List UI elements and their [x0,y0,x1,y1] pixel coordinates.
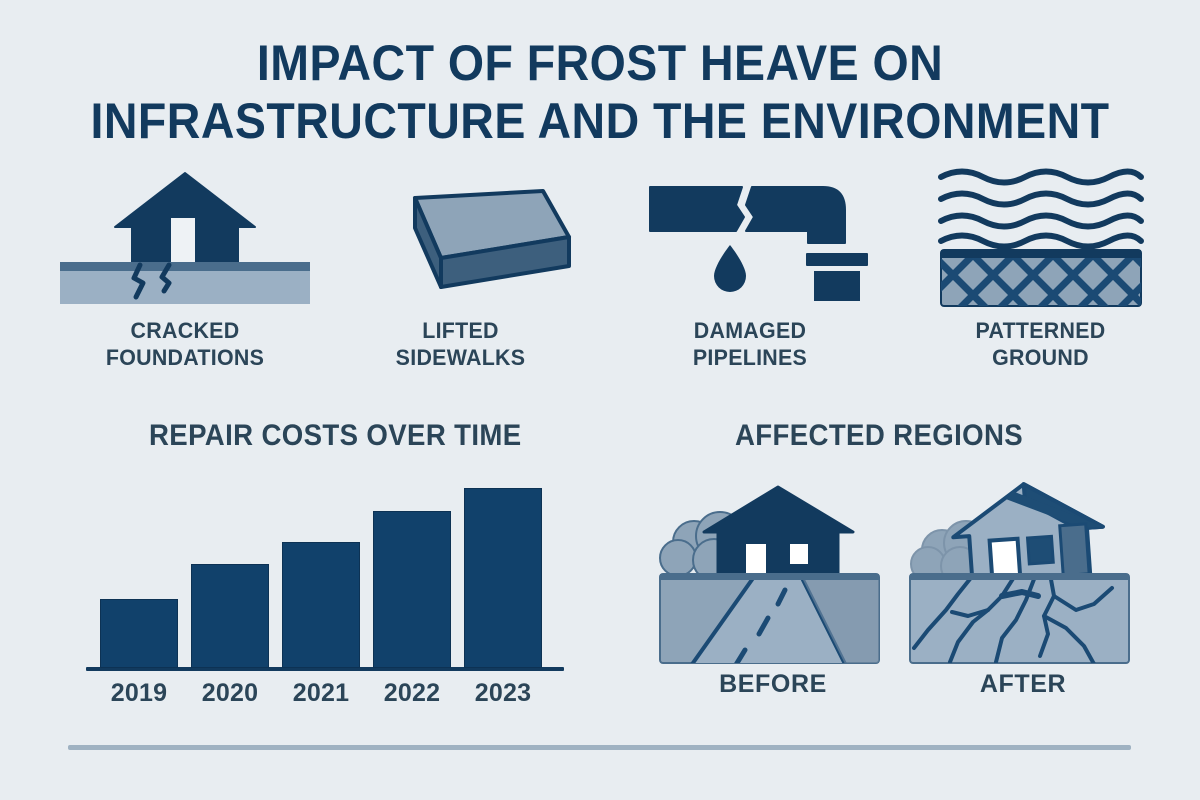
region-label-before: BEFORE [719,670,827,698]
region-cell-after: AFTER [898,470,1148,715]
icon-label-line-2: SIDEWALKS [395,345,526,370]
page-title-line-2: INFRASTRUCTURE AND THE ENVIRONMENT [90,93,1110,149]
icon-cell-cracked-foundations: CRACKED FOUNDATIONS [50,165,320,390]
bar-label-2019: 2019 [110,679,168,707]
bar-2019 [100,599,178,668]
bar-2020 [191,564,269,668]
icon-label-line-2: GROUND [992,345,1089,370]
bar-label-2022: 2022 [383,679,441,707]
icon-label-line-1: CRACKED [130,318,240,343]
page-title-line-1: IMPACT OF FROST HEAVE ON [256,35,944,91]
bar-label-2021: 2021 [292,679,350,707]
section-heading-repair-costs: REPAIR COSTS OVER TIME [149,419,522,452]
section-heading-affected-regions: AFFECTED REGIONS [735,419,1024,452]
icon-cell-damaged-pipelines: DAMAGED PIPELINES [610,165,890,390]
icon-label-line-2: FOUNDATIONS [105,345,265,370]
icon-label-line-1: LIFTED [422,318,499,343]
patterned-ground-lattice-icon [903,165,1178,310]
footer-divider [68,745,1131,750]
icon-label-line-1: DAMAGED [693,318,807,343]
icon-cell-patterned-ground: PATTERNED GROUND [903,165,1178,390]
icon-label-cracked-foundations: CRACKED FOUNDATIONS [57,317,314,371]
icon-label-lifted-sidewalks: LIFTED SIDEWALKS [339,317,581,371]
bar-2021 [282,542,360,668]
region-cell-before: BEFORE [648,470,898,715]
icon-label-damaged-pipelines: DAMAGED PIPELINES [617,317,883,371]
icon-label-patterned-ground: PATTERNED GROUND [910,317,1171,371]
intact-house-smooth-road-icon [648,470,898,670]
region-label-after: AFTER [979,670,1067,698]
bar-label-2023: 2023 [474,679,532,707]
cracked-foundation-house-icon [50,165,320,310]
icon-cell-lifted-sidewalks: LIFTED SIDEWALKS [333,165,588,390]
page-title: IMPACT OF FROST HEAVE ON INFRASTRUCTURE … [42,34,1158,150]
icon-label-line-2: PIPELINES [692,345,808,370]
bar-2022 [373,511,451,668]
tilted-house-cracked-ground-icon [898,470,1148,670]
lifted-sidewalk-slab-icon [333,165,588,310]
icon-label-line-1: PATTERNED [975,318,1106,343]
bar-2023 [464,488,542,668]
repair-costs-bar-chart: 2019 2020 2021 2022 2023 [86,470,576,710]
cracked-pipe-leak-icon [610,165,890,310]
bar-label-2020: 2020 [201,679,259,707]
chart-baseline-axis [86,667,564,671]
